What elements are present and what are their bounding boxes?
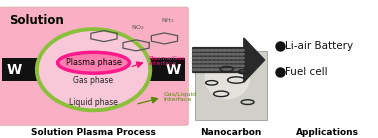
Text: Nanocarbon: Nanocarbon xyxy=(200,128,262,137)
Circle shape xyxy=(214,57,218,59)
Circle shape xyxy=(227,50,231,51)
Circle shape xyxy=(235,57,240,59)
Circle shape xyxy=(205,69,210,71)
Circle shape xyxy=(223,50,227,51)
Circle shape xyxy=(197,65,201,67)
Circle shape xyxy=(209,69,214,71)
Circle shape xyxy=(201,65,206,67)
Circle shape xyxy=(209,50,214,51)
Circle shape xyxy=(231,65,235,67)
Circle shape xyxy=(231,50,235,51)
Circle shape xyxy=(192,65,197,67)
Text: Gas/Liquid
Interface: Gas/Liquid Interface xyxy=(163,91,197,102)
Circle shape xyxy=(240,65,244,67)
Ellipse shape xyxy=(57,52,129,73)
Circle shape xyxy=(240,50,244,51)
Circle shape xyxy=(235,69,240,71)
Text: Liquid phase: Liquid phase xyxy=(69,98,118,107)
Circle shape xyxy=(205,53,210,55)
Circle shape xyxy=(231,57,235,59)
Circle shape xyxy=(240,69,244,71)
Text: Solution Plasma Process: Solution Plasma Process xyxy=(31,128,156,137)
Circle shape xyxy=(218,57,223,59)
Circle shape xyxy=(231,69,235,71)
Circle shape xyxy=(197,53,201,55)
Circle shape xyxy=(240,53,244,55)
FancyBboxPatch shape xyxy=(195,51,267,120)
Circle shape xyxy=(205,61,210,63)
Circle shape xyxy=(231,53,235,55)
Circle shape xyxy=(218,50,223,51)
Circle shape xyxy=(192,53,197,55)
Circle shape xyxy=(192,69,197,71)
Circle shape xyxy=(209,61,214,63)
Circle shape xyxy=(214,69,218,71)
Circle shape xyxy=(223,65,227,67)
Circle shape xyxy=(240,57,244,59)
Circle shape xyxy=(209,57,214,59)
Circle shape xyxy=(197,69,201,71)
Circle shape xyxy=(227,65,231,67)
Circle shape xyxy=(235,61,240,63)
Circle shape xyxy=(218,65,223,67)
Circle shape xyxy=(192,57,197,59)
Circle shape xyxy=(201,50,206,51)
Circle shape xyxy=(223,61,227,63)
Circle shape xyxy=(192,61,197,63)
FancyArrow shape xyxy=(193,38,265,82)
Circle shape xyxy=(227,61,231,63)
Text: W: W xyxy=(6,63,22,77)
Text: $\mathregular{NO_2}$: $\mathregular{NO_2}$ xyxy=(131,23,145,32)
Circle shape xyxy=(214,50,218,51)
Circle shape xyxy=(223,69,227,71)
Circle shape xyxy=(218,61,223,63)
Ellipse shape xyxy=(37,29,150,110)
Circle shape xyxy=(197,50,201,51)
Ellipse shape xyxy=(204,58,250,99)
Circle shape xyxy=(235,53,240,55)
Text: W: W xyxy=(166,63,181,77)
Circle shape xyxy=(209,53,214,55)
Circle shape xyxy=(201,69,206,71)
Text: Plasma phase: Plasma phase xyxy=(66,58,121,67)
Circle shape xyxy=(240,61,244,63)
FancyBboxPatch shape xyxy=(0,7,188,125)
Circle shape xyxy=(235,50,240,51)
Circle shape xyxy=(205,65,210,67)
Circle shape xyxy=(197,57,201,59)
Text: Gas phase: Gas phase xyxy=(73,76,114,85)
Circle shape xyxy=(223,57,227,59)
Text: $\mathregular{NH_2}$: $\mathregular{NH_2}$ xyxy=(161,16,175,25)
Circle shape xyxy=(231,61,235,63)
Circle shape xyxy=(227,53,231,55)
Circle shape xyxy=(197,61,201,63)
Circle shape xyxy=(214,65,218,67)
Circle shape xyxy=(201,57,206,59)
Circle shape xyxy=(209,65,214,67)
Text: Plasma/Gas
Interface: Plasma/Gas Interface xyxy=(148,55,185,66)
Bar xyxy=(2,58,185,81)
Text: Fuel cell: Fuel cell xyxy=(285,67,328,77)
Circle shape xyxy=(227,69,231,71)
Circle shape xyxy=(205,57,210,59)
Circle shape xyxy=(192,50,197,51)
Text: Li-air Battery: Li-air Battery xyxy=(285,41,353,51)
Text: Solution: Solution xyxy=(9,14,64,27)
Circle shape xyxy=(235,65,240,67)
Circle shape xyxy=(218,53,223,55)
Circle shape xyxy=(218,69,223,71)
Circle shape xyxy=(214,61,218,63)
Circle shape xyxy=(205,50,210,51)
Circle shape xyxy=(201,53,206,55)
Circle shape xyxy=(223,53,227,55)
Circle shape xyxy=(227,57,231,59)
Text: Applications: Applications xyxy=(296,128,358,137)
Circle shape xyxy=(201,61,206,63)
Circle shape xyxy=(214,53,218,55)
